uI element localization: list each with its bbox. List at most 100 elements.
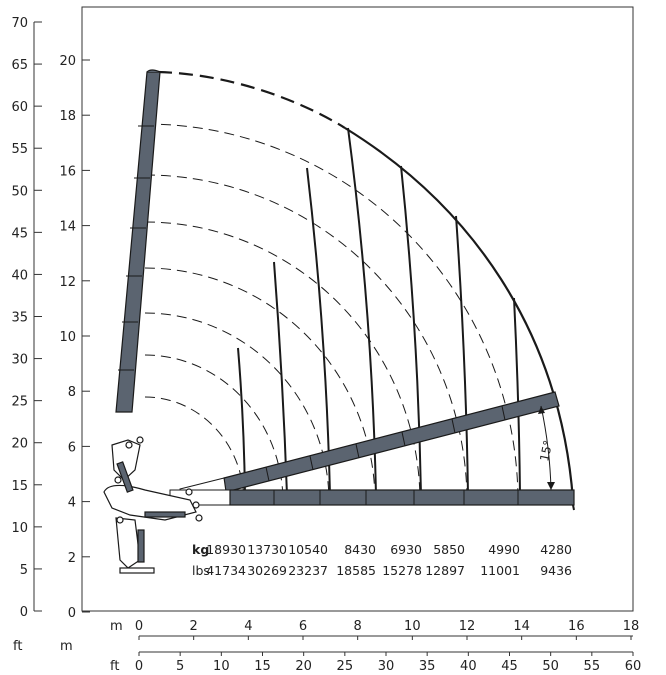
boom-raised (115, 69, 161, 413)
m-tick-label: 12 (59, 275, 76, 290)
envelope-top-dashed (157, 70, 346, 129)
load-line-10m (400, 165, 422, 496)
m-tick-label: 14 (59, 220, 76, 235)
bottom-m-scale: 0 2 4 6 8 10 12 14 16 18 (135, 619, 639, 640)
m-tick-label: 2 (68, 551, 76, 566)
bottom-m-tick-label: 6 (299, 619, 307, 634)
lbs-value: 18585 (336, 563, 376, 578)
kg-label: kg (192, 542, 209, 557)
chart-frame (81, 6, 634, 612)
kg-value: 4280 (540, 542, 572, 557)
ft-tick-label: 20 (11, 437, 28, 452)
bottom-ft-tick-label: 10 (213, 659, 230, 674)
bottom-ft-unit-label: ft (110, 659, 119, 674)
m-tick-label: 4 (68, 496, 76, 511)
left-m-scale: 0 2 4 6 8 10 12 14 16 18 20 (59, 54, 90, 621)
bottom-m-tick-label: 14 (513, 619, 530, 634)
bottom-ft-tick-label: 50 (542, 659, 559, 674)
ft-tick-label: 50 (11, 184, 28, 199)
lbs-value: 12897 (425, 563, 465, 578)
lbs-value: 15278 (382, 563, 422, 578)
kg-value: 18930 (206, 542, 246, 557)
range-arc-18m (144, 174, 468, 503)
lbs-value: 11001 (480, 563, 520, 578)
bottom-ft-tick-label: 20 (295, 659, 312, 674)
kg-value: 5850 (433, 542, 465, 557)
ft-tick-label: 35 (11, 311, 28, 326)
upper-ram (116, 461, 134, 493)
bottom-m-tick-label: 0 (135, 619, 143, 634)
ft-tick-label: 30 (11, 353, 28, 368)
lbs-value: 23237 (288, 563, 328, 578)
pin (125, 441, 133, 449)
bottom-m-tick-label: 10 (404, 619, 421, 634)
lbs-row: 41734 30269 23237 18585 15278 12897 11001 9436 (206, 563, 572, 578)
base-ram (137, 529, 145, 563)
bottom-ft-tick-label: 35 (419, 659, 436, 674)
envelope-outer (344, 127, 575, 501)
m-tick-label: 8 (68, 385, 76, 400)
bottom-m-tick-label: 4 (244, 619, 252, 634)
m-tick-label: 16 (59, 164, 76, 179)
ft-tick-label: 60 (11, 100, 28, 115)
pin (192, 501, 200, 509)
pin (195, 514, 203, 522)
m-tick-label: 6 (68, 440, 76, 455)
outer-envelope (157, 70, 575, 501)
kg-value: 6930 (390, 542, 422, 557)
kg-value: 10540 (288, 542, 328, 557)
ft-tick-label: 70 (11, 16, 28, 31)
lbs-label: lbs (192, 563, 210, 578)
left-ft-scale: 0 5 10 15 20 25 30 35 40 45 50 55 60 65 70 (11, 16, 42, 620)
left-m-unit-label: m (60, 639, 73, 654)
angle-indicator: 15° (537, 405, 555, 491)
bottom-ft-tick-label: 30 (378, 659, 395, 674)
load-line-7m (306, 167, 331, 496)
m-tick-label: 20 (59, 54, 76, 69)
range-arc-16m (144, 221, 421, 503)
lbs-value: 9436 (540, 563, 572, 578)
pin (114, 476, 122, 484)
column-lower (115, 517, 141, 569)
kg-row: 18930 13730 10540 8430 6930 5850 4990 4280 (206, 542, 572, 557)
bottom-m-unit-label: m (110, 619, 123, 634)
lower-ram (144, 511, 186, 518)
load-line-5m (273, 261, 288, 496)
bottom-ft-tick-label: 60 (625, 659, 642, 674)
m-tick-label: 0 (68, 606, 76, 621)
load-line-14m (513, 297, 521, 496)
m-tick-label: 10 (59, 330, 76, 345)
bottom-m-tick-label: 12 (459, 619, 476, 634)
angle-label: 15° (537, 439, 555, 463)
bottom-ft-tick-label: 15 (254, 659, 271, 674)
left-ft-unit-label: ft (13, 639, 22, 654)
pin (185, 488, 193, 496)
lbs-value: 30269 (247, 563, 287, 578)
range-arc-12m (144, 312, 330, 503)
bottom-ft-tick-label: 25 (337, 659, 354, 674)
lbs-value: 41734 (206, 563, 246, 578)
bottom-m-tick-label: 8 (354, 619, 362, 634)
base-foot (119, 567, 155, 574)
pin (136, 436, 144, 444)
kg-value: 4990 (488, 542, 520, 557)
bottom-m-tick-label: 16 (568, 619, 585, 634)
m-tick-label: 18 (59, 109, 76, 124)
ft-tick-label: 55 (11, 142, 28, 157)
pin (116, 516, 124, 524)
ft-tick-label: 15 (11, 479, 28, 494)
ft-tick-label: 40 (11, 268, 28, 283)
bottom-ft-tick-label: 5 (176, 659, 184, 674)
bottom-ft-tick-label: 0 (135, 659, 143, 674)
boom-horizontal (169, 489, 575, 511)
ft-tick-label: 5 (20, 563, 28, 578)
ft-tick-label: 25 (11, 395, 28, 410)
bottom-ft-tick-label: 40 (460, 659, 477, 674)
bottom-ft-tick-label: 55 (584, 659, 601, 674)
linkage-lower (103, 484, 197, 521)
ft-tick-label: 65 (11, 58, 28, 73)
range-arc-8m (144, 396, 245, 503)
kg-value: 13730 (247, 542, 287, 557)
ft-tick-label: 10 (11, 521, 28, 536)
